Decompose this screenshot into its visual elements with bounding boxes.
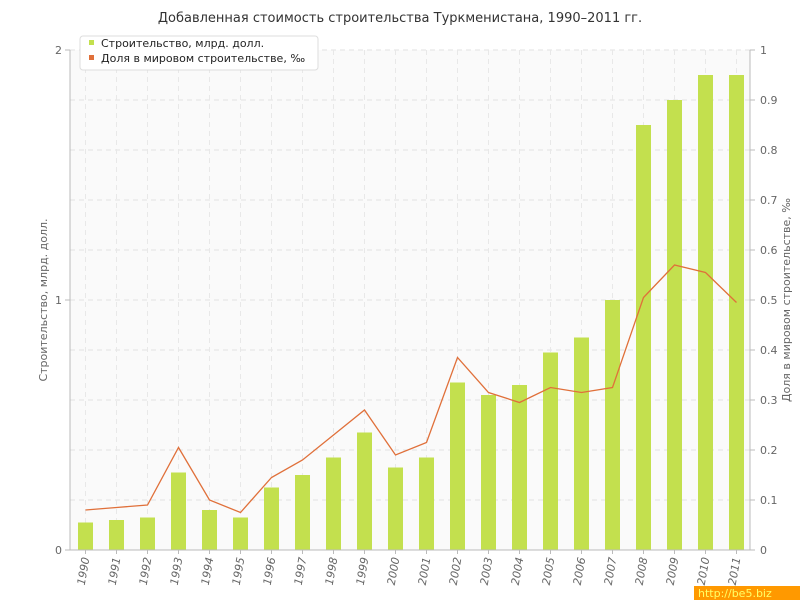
y-tick-label-left: 0 xyxy=(55,544,62,557)
y-tick-label-right: 0 xyxy=(760,544,767,557)
watermark: http://be5.biz xyxy=(698,587,772,600)
x-tick-label: 2008 xyxy=(633,556,651,586)
legend-swatch-bars xyxy=(89,40,94,45)
y-tick-label-right: 0.7 xyxy=(760,194,778,207)
bar xyxy=(233,517,248,550)
x-tick-label: 1994 xyxy=(199,556,217,586)
x-tick-label: 1999 xyxy=(354,556,372,586)
watermark-background xyxy=(694,586,800,600)
legend-swatch-line xyxy=(89,55,94,60)
x-tick-label: 2002 xyxy=(447,556,465,586)
bar xyxy=(450,382,465,550)
y-tick-label-right: 0.6 xyxy=(760,244,778,257)
x-tick-label: 1997 xyxy=(292,556,310,586)
x-tick-label: 1991 xyxy=(106,556,124,586)
series-line xyxy=(85,264,737,514)
x-tick-label: 1995 xyxy=(230,556,248,586)
y-tick-label-left: 2 xyxy=(55,44,62,57)
x-tick-label: 1996 xyxy=(261,556,279,586)
bar xyxy=(512,385,527,550)
x-tick-label: 1993 xyxy=(168,556,186,586)
bar xyxy=(636,125,651,550)
legend: Строительство, млрд. долл. Доля в мирово… xyxy=(79,35,319,71)
x-tick-label: 2000 xyxy=(385,556,403,586)
y-tick-label-right: 0.3 xyxy=(760,394,778,407)
x-tick-label: 2003 xyxy=(478,556,496,586)
x-tick-label: 2007 xyxy=(602,556,620,586)
bar xyxy=(419,457,434,550)
x-tick-label: 2005 xyxy=(540,556,558,586)
legend-box xyxy=(79,35,319,71)
bar xyxy=(729,75,744,550)
bar xyxy=(295,475,310,550)
legend-label-line: Доля в мировом строительстве, ‰ xyxy=(101,52,305,65)
bar xyxy=(574,337,589,550)
y-axis-left-ticks: 0 1 2 xyxy=(55,44,70,557)
bar xyxy=(109,520,124,550)
x-tick-label: 2009 xyxy=(664,556,682,586)
y-tick-label-right: 0.1 xyxy=(760,494,778,507)
bar xyxy=(326,457,341,550)
x-tick-label: 2011 xyxy=(726,556,744,586)
y-tick-label-right: 0.4 xyxy=(760,344,778,357)
x-tick-label: 2006 xyxy=(571,556,589,586)
bar xyxy=(605,300,620,550)
x-axis-ticks: 1990 1991 1992 1993 1994 1995 1996 1997 1998 1999… xyxy=(75,550,744,586)
bar xyxy=(140,517,155,550)
y-tick-label-right: 0.8 xyxy=(760,144,778,157)
bar xyxy=(78,522,93,550)
line-series xyxy=(85,264,737,514)
y-tick-label-right: 0.2 xyxy=(760,444,778,457)
x-tick-label: 2004 xyxy=(509,556,527,586)
bar xyxy=(388,467,403,550)
x-tick-label: 1992 xyxy=(137,556,155,586)
y-axis-left-label: Строительство, млрд. долл. xyxy=(37,218,50,381)
bar-series xyxy=(78,75,744,550)
bar xyxy=(543,352,558,550)
y-axis-right-ticks: 0 0.1 0.2 0.3 0.4 0.5 0.6 0.7 0.8 0.9 1 xyxy=(750,44,778,557)
bar xyxy=(667,100,682,550)
x-tick-label: 2001 xyxy=(416,556,434,586)
x-tick-label: 2010 xyxy=(695,556,713,586)
bar xyxy=(264,487,279,550)
chart-title: Добавленная стоимость строительства Турк… xyxy=(158,11,642,26)
legend-label-bars: Строительство, млрд. долл. xyxy=(101,37,264,50)
bar xyxy=(357,432,372,550)
bar xyxy=(698,75,713,550)
y-tick-label-right: 1 xyxy=(760,44,767,57)
bar xyxy=(171,472,186,550)
y-axis-right-label: Доля в мировом строительстве, ‰ xyxy=(780,198,793,402)
bar xyxy=(202,510,217,550)
bar xyxy=(481,395,496,550)
x-tick-label: 1990 xyxy=(75,556,93,586)
y-tick-label-right: 0.5 xyxy=(760,294,778,307)
x-tick-label: 1998 xyxy=(323,556,341,586)
y-tick-label-left: 1 xyxy=(55,294,62,307)
y-tick-label-right: 0.9 xyxy=(760,94,778,107)
